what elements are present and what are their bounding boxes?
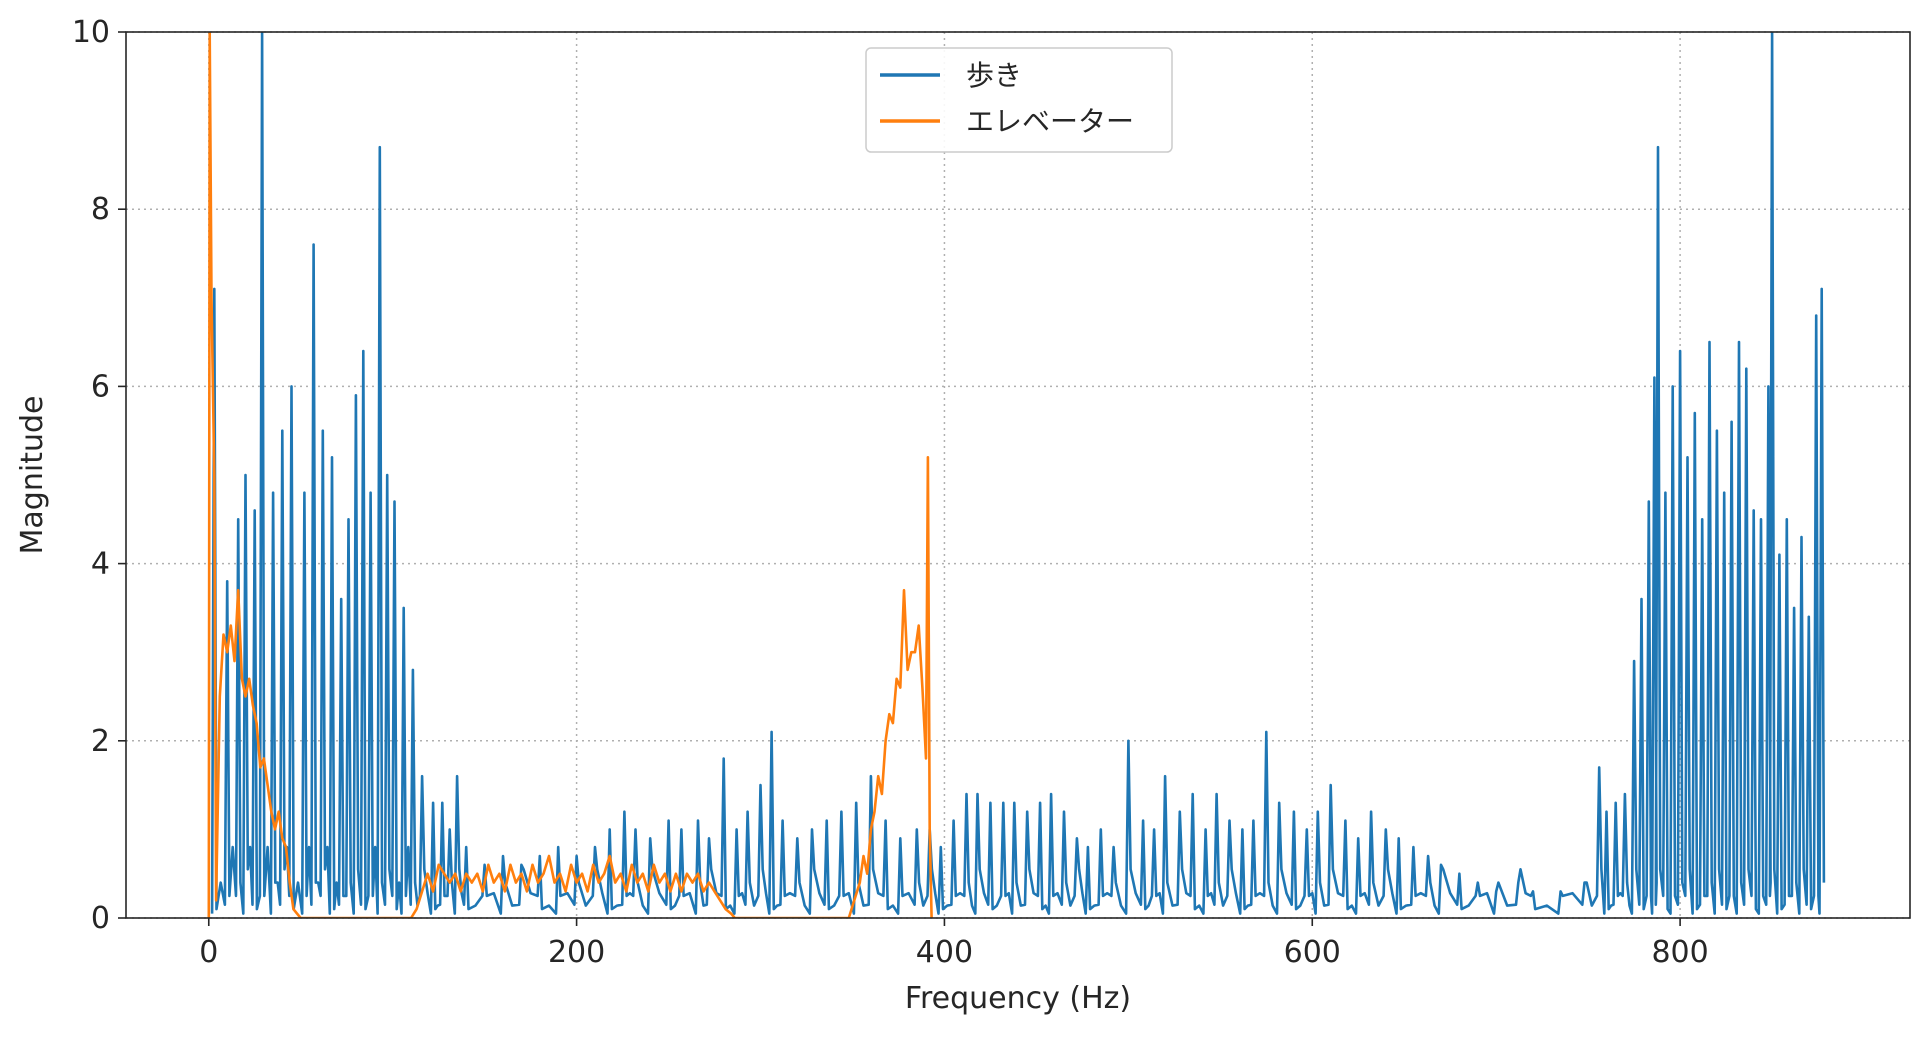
y-tick-label: 10 [72,15,110,50]
x-tick-label: 0 [199,935,218,970]
y-tick-label: 6 [91,369,110,404]
series-line-2 [207,32,933,918]
legend-label: 歩き [966,59,1022,92]
x-tick-label: 400 [916,935,973,970]
y-tick-label: 0 [91,901,110,936]
plot-frame [125,31,1911,919]
y-axis-label: Magnitude [15,396,50,555]
legend-label: エレベーター [966,105,1134,138]
y-tick-label: 4 [91,547,110,582]
series-line-1 [210,32,1826,915]
legend-box [865,47,1173,153]
x-tick-label: 800 [1651,935,1708,970]
x-axis-label: Frequency (Hz) [905,981,1131,1016]
y-tick-label: 8 [91,192,110,227]
x-tick-label: 200 [548,935,605,970]
series-layer [207,32,1826,918]
axes-layer: 0 200 400 600 800 0 2 4 6 8 10 Frequency (Hz) Magnit… [15,15,1911,1016]
x-tick-label: 600 [1284,935,1341,970]
y-tick-label: 2 [91,724,110,759]
